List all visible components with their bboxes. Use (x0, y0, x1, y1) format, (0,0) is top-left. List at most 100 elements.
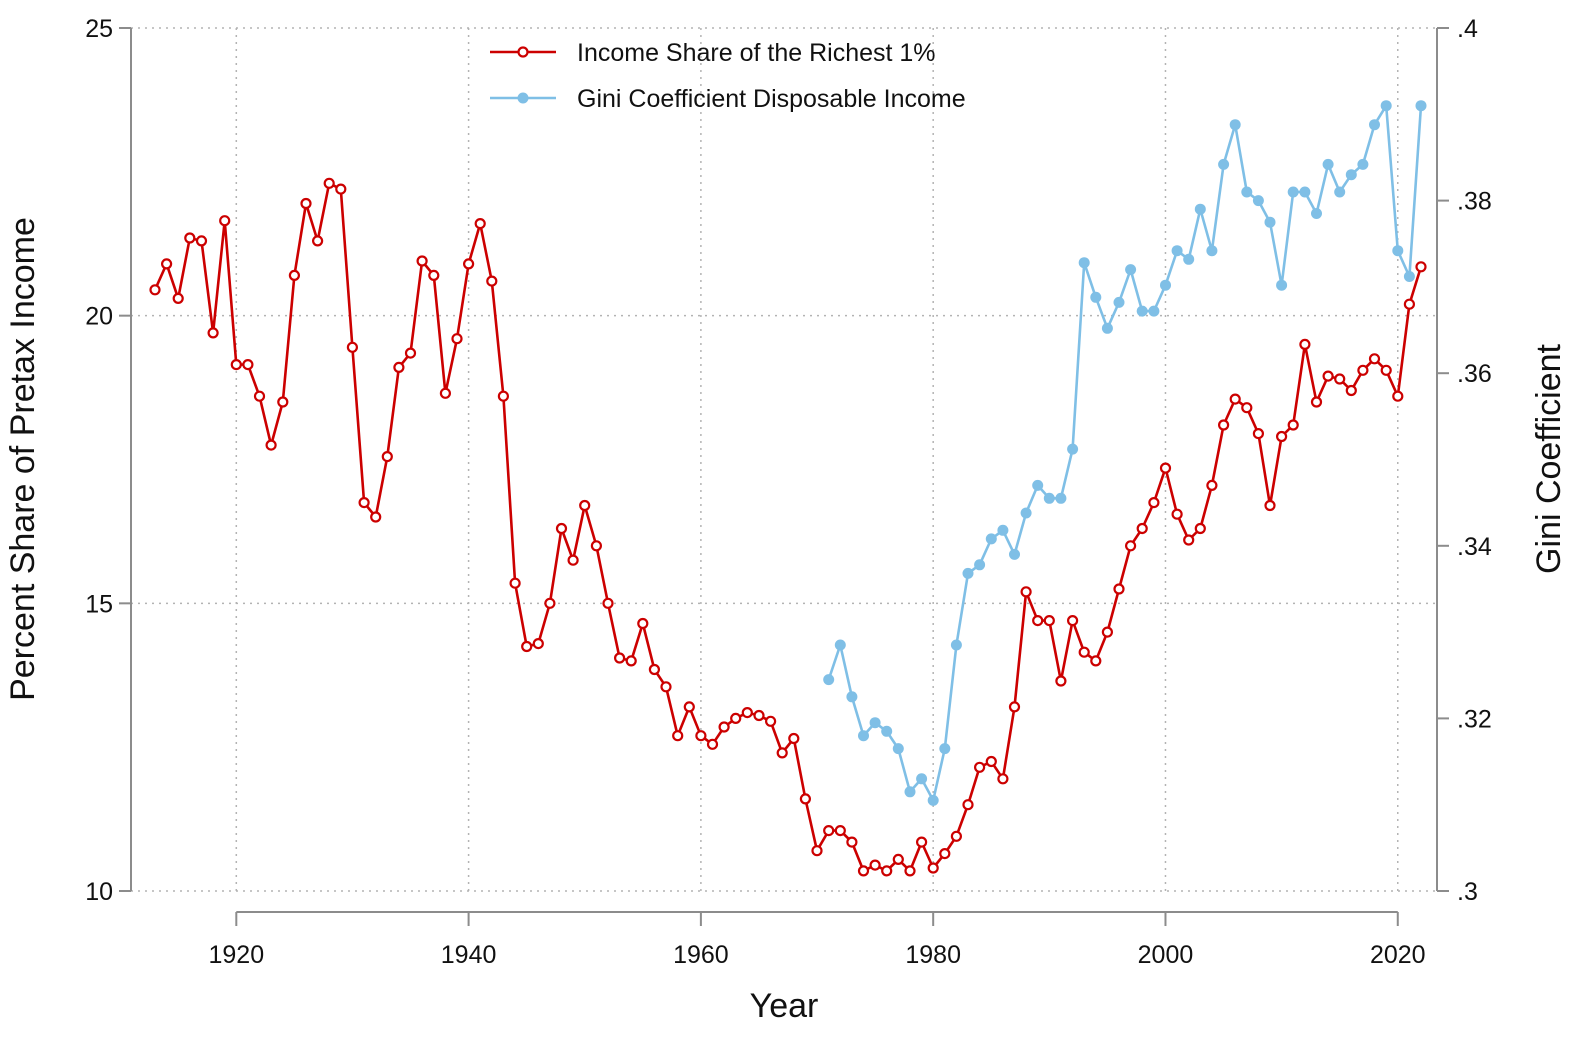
data-point (1183, 253, 1195, 265)
data-point (1229, 393, 1241, 405)
data-point (753, 709, 765, 722)
data-point (404, 347, 417, 359)
data-point (1206, 245, 1218, 257)
data-point (1043, 614, 1055, 627)
series-line (827, 104, 1423, 802)
data-point (1392, 390, 1404, 402)
data-point (1148, 305, 1160, 317)
data-point (881, 725, 893, 737)
data-point (1032, 479, 1044, 491)
data-point (1136, 305, 1148, 317)
data-point (1183, 534, 1195, 546)
data-point (288, 269, 300, 281)
data-point (1403, 298, 1416, 310)
x-tick-label: 2020 (1370, 941, 1426, 969)
data-point (869, 859, 881, 871)
data-point (834, 639, 846, 651)
legend-label: Gini Coefficient Disposable Income (577, 85, 966, 113)
series-lines (149, 100, 1427, 877)
data-point (1067, 443, 1079, 455)
series-top1-income-share (149, 177, 1427, 877)
data-point (161, 258, 173, 270)
data-point (1194, 203, 1206, 215)
data-point (219, 215, 231, 227)
data-point (1043, 492, 1055, 504)
legend-item: Income Share of the Richest 1% (490, 39, 936, 67)
data-point (858, 730, 869, 742)
data-point (1124, 540, 1137, 552)
data-point (172, 292, 184, 304)
data-point (1113, 296, 1125, 308)
legend-item: Gini Coefficient Disposable Income (490, 85, 966, 113)
data-point (973, 761, 986, 773)
data-point (1229, 119, 1241, 131)
data-point (869, 717, 881, 729)
data-point (1090, 291, 1102, 303)
data-point (1380, 364, 1392, 376)
data-point (1357, 158, 1369, 170)
data-point (1276, 279, 1288, 291)
data-point (370, 511, 382, 523)
gridlines (131, 27, 1437, 892)
data-point (927, 794, 939, 806)
data-point (555, 522, 568, 535)
data-point (346, 341, 358, 353)
data-point (1368, 353, 1381, 365)
data-point (997, 773, 1009, 785)
data-point (590, 540, 603, 552)
data-point (799, 793, 812, 805)
legend-marker (517, 92, 529, 104)
data-point (1160, 279, 1171, 291)
x-tick-label: 1960 (673, 941, 729, 969)
data-point (764, 715, 777, 727)
data-point (1334, 186, 1346, 198)
data-point (706, 738, 719, 750)
data-point (1322, 370, 1334, 382)
y-left-tick-label: 10 (85, 878, 113, 906)
data-point (1066, 614, 1079, 627)
data-point (323, 177, 335, 189)
data-point (1299, 186, 1311, 198)
data-point (985, 755, 997, 768)
data-point (265, 439, 277, 451)
data-point (892, 853, 904, 866)
data-point (950, 830, 963, 842)
data-point (683, 701, 695, 713)
x-tick-label: 1980 (905, 941, 961, 969)
data-point (916, 773, 928, 785)
y-right-tick-label: .38 (1457, 188, 1492, 216)
data-point (881, 865, 893, 877)
data-point (451, 333, 463, 345)
data-point (846, 836, 858, 848)
data-point (497, 390, 509, 402)
data-point (393, 361, 405, 373)
data-point (230, 359, 242, 371)
data-point (1415, 261, 1427, 273)
data-point (1334, 373, 1346, 385)
data-point (381, 451, 393, 463)
data-point (915, 836, 928, 848)
data-point (149, 284, 161, 296)
data-point (1148, 497, 1160, 509)
data-point (195, 235, 208, 247)
data-point (207, 327, 219, 339)
data-point (1020, 586, 1032, 598)
legend-label: Income Share of the Richest 1% (577, 39, 936, 67)
legend: Income Share of the Richest 1% Gini Coeff… (490, 39, 966, 113)
data-point (1287, 419, 1299, 431)
data-point (1078, 257, 1090, 269)
x-tick-label: 2000 (1138, 941, 1194, 969)
data-point (695, 730, 707, 742)
data-point (939, 847, 951, 860)
data-point (660, 681, 672, 693)
data-point (1275, 430, 1288, 443)
data-point (1392, 245, 1404, 257)
data-point (1264, 216, 1276, 228)
data-point (335, 183, 347, 195)
data-point (532, 637, 544, 650)
data-point (613, 652, 626, 664)
data-point (962, 799, 974, 811)
data-point (1322, 158, 1334, 170)
data-point (1241, 402, 1253, 414)
data-point (1357, 364, 1369, 376)
